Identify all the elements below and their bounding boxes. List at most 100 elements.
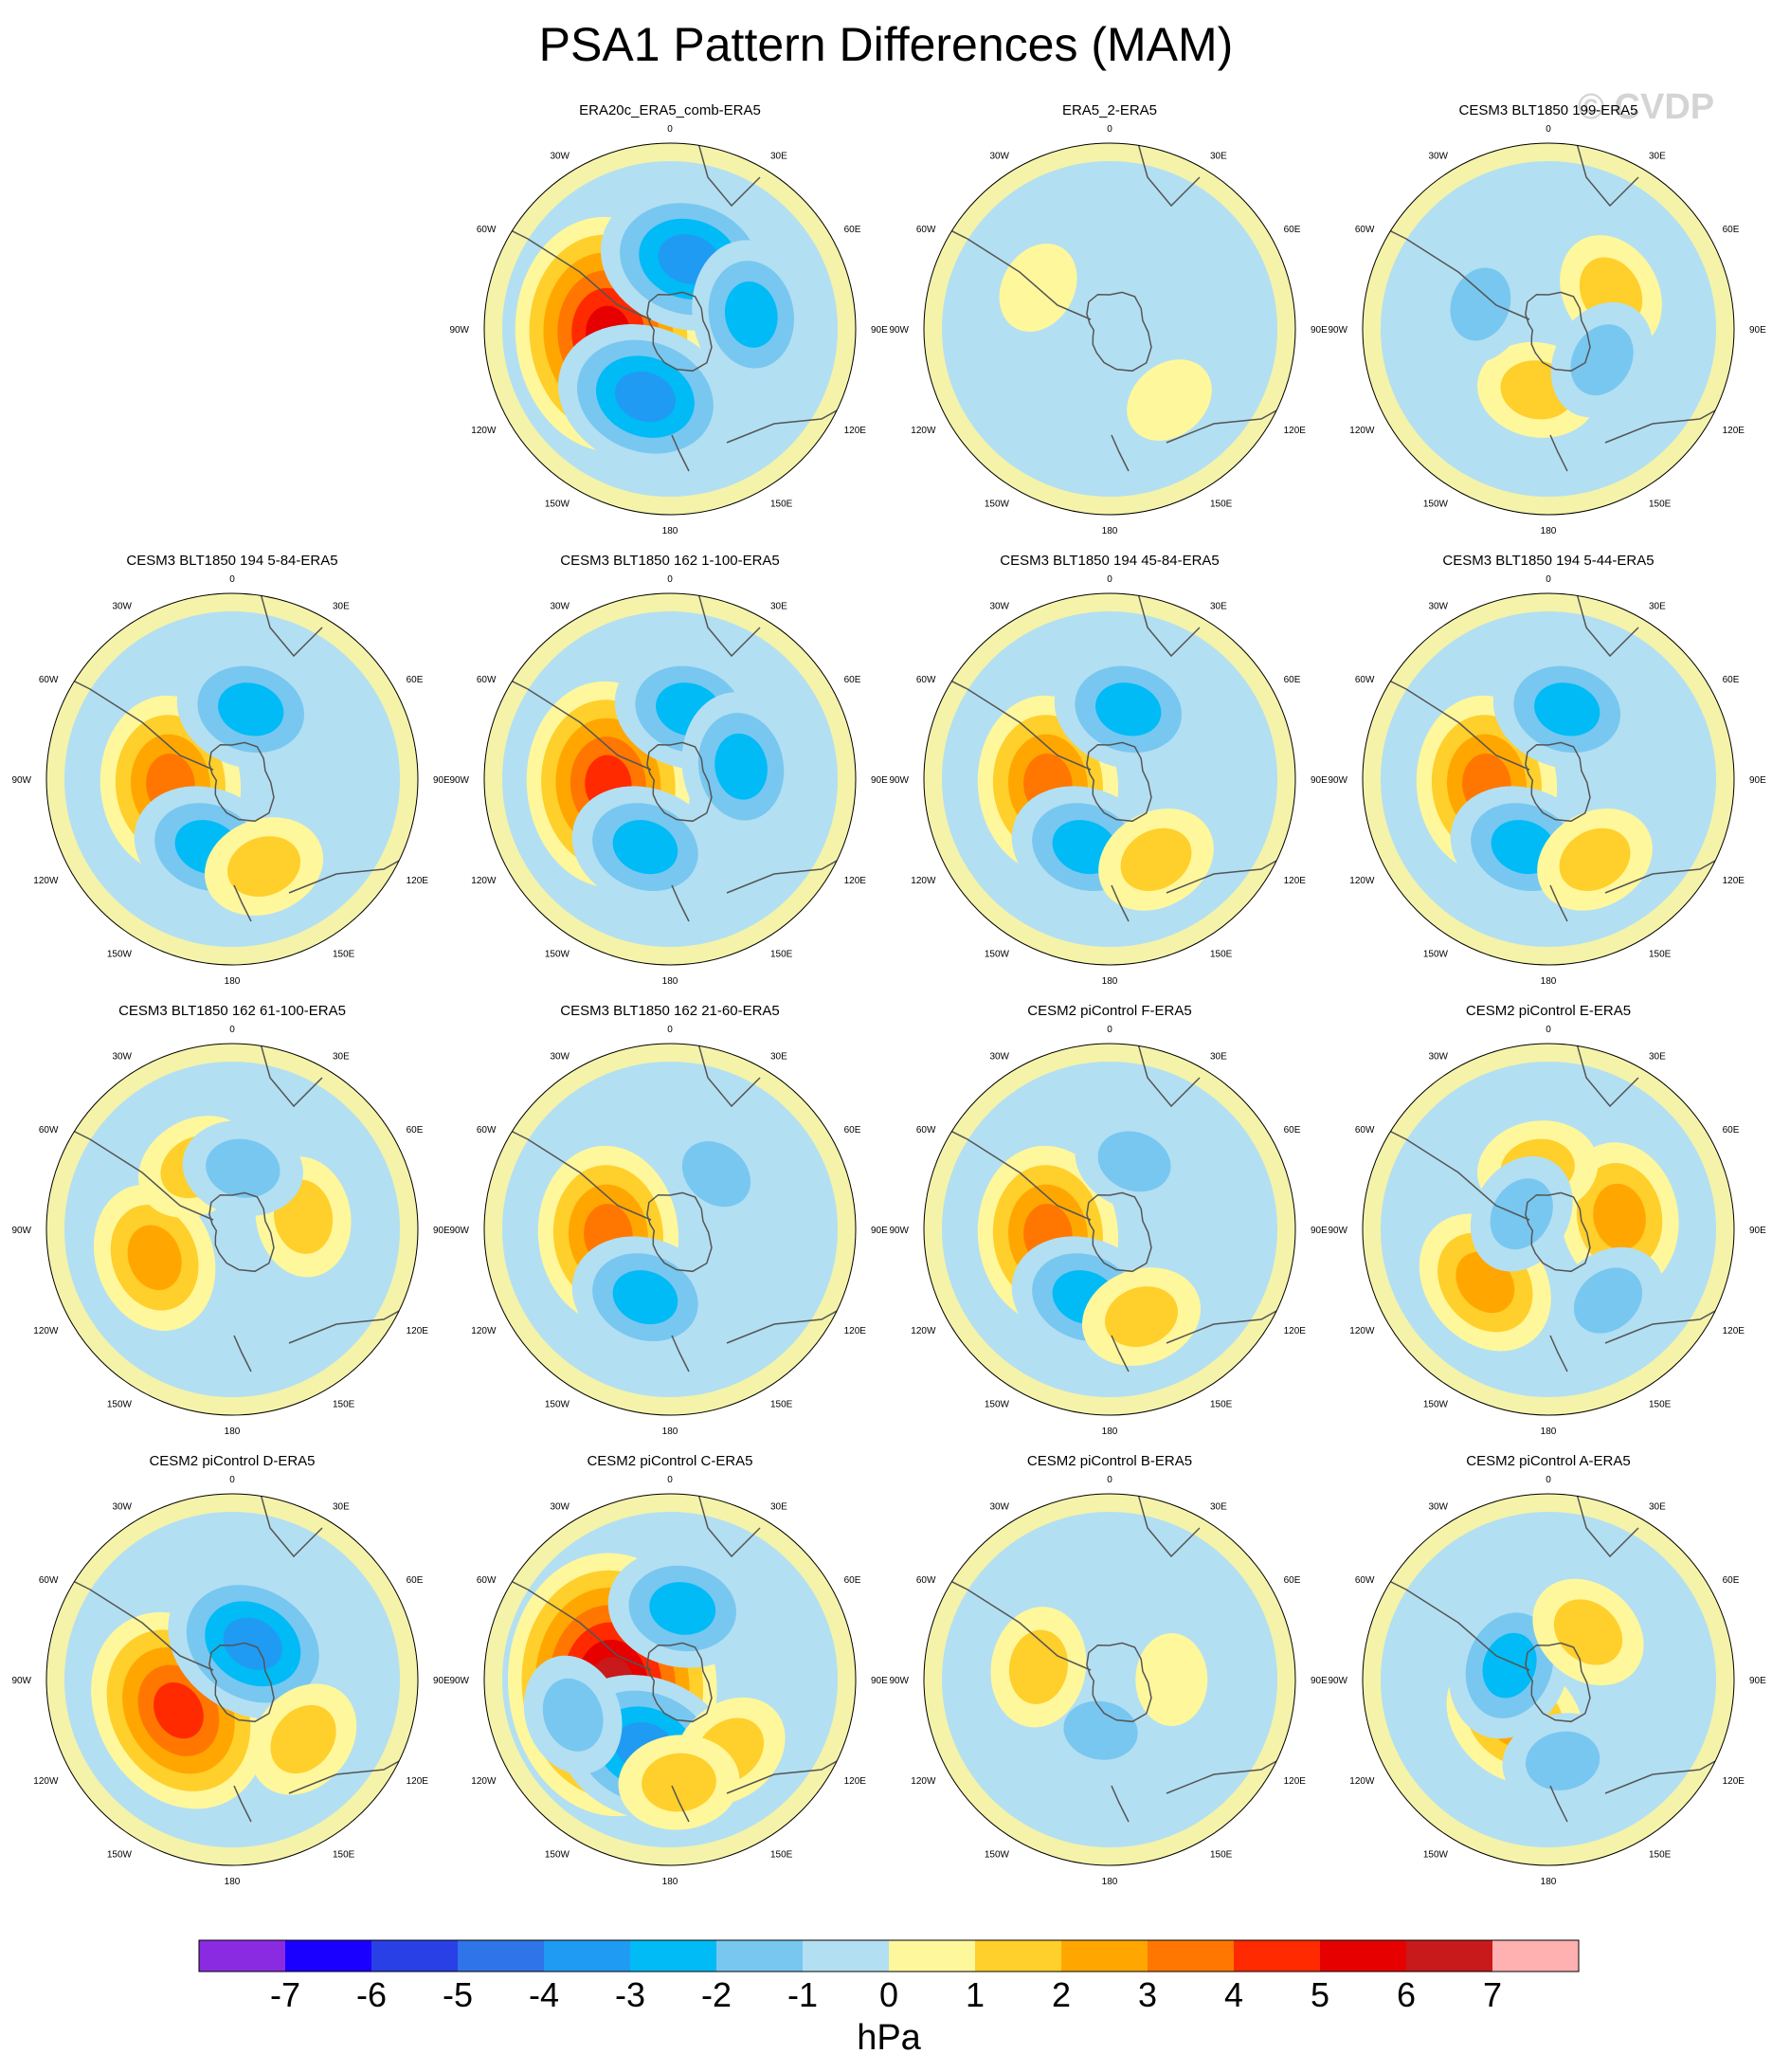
longitude-label: 60E (844, 675, 861, 685)
longitude-label: 60E (844, 1125, 861, 1136)
map-panel: CESM2 piControl A-ERA5 0 30E 60E 90E 120E 150E… (1328, 1453, 1766, 1887)
longitude-label: 120E (1723, 876, 1745, 886)
antarctica-coastline (1525, 1191, 1591, 1273)
map-frame (45, 1493, 419, 1866)
map-frame (1362, 592, 1735, 966)
panel-title: CESM2 piControl B-ERA5 (1027, 1453, 1192, 1469)
longitude-label: 150W (985, 1850, 1010, 1861)
antarctica-coastline (1525, 1642, 1591, 1723)
longitude-label: 150E (770, 500, 793, 510)
longitude-label: 30E (333, 1501, 350, 1512)
colorbar-swatch (1148, 1940, 1235, 1972)
longitude-label: 0 (1107, 1025, 1112, 1035)
africa-coastline (697, 1044, 761, 1108)
longitude-label: 0 (229, 574, 235, 585)
longitude-label: 30W (550, 151, 570, 161)
longitude-label: 120W (1349, 1326, 1375, 1336)
colorbar-tick-label: 3 (1138, 1975, 1157, 2014)
new-zealand-coastline (1111, 1785, 1130, 1823)
longitude-label: 180 (1102, 1427, 1118, 1437)
longitude-label: 180 (1541, 1427, 1557, 1437)
longitude-label: 120E (1284, 1776, 1307, 1787)
africa-coastline (1576, 593, 1639, 658)
negative-anomaly-contour (1573, 1267, 1643, 1334)
longitude-label: 60E (407, 1125, 424, 1136)
longitude-label: 30E (1649, 601, 1666, 611)
figure-title: PSA1 Pattern Differences (MAM) (538, 18, 1234, 71)
longitude-label: 180 (662, 1877, 678, 1887)
longitude-label: 150W (1423, 950, 1449, 960)
longitude-label: 60W (477, 225, 497, 235)
positive-anomaly-contour (1593, 1183, 1646, 1250)
colorbar-swatch (975, 1940, 1062, 1972)
longitude-label: 90W (449, 325, 469, 336)
map-frame (1362, 1043, 1735, 1416)
longitude-label: 120W (471, 426, 497, 436)
longitude-label: 90W (1328, 775, 1347, 786)
map-frame (45, 1043, 419, 1416)
panel-title: CESM2 piControl E-ERA5 (1466, 1003, 1631, 1019)
colorbar-tick-label: 7 (1483, 1975, 1502, 2014)
longitude-label: 120W (471, 1776, 497, 1787)
longitude-label: 90E (433, 1226, 450, 1236)
colorbar-tick-label: -5 (443, 1975, 473, 2014)
longitude-label: 150W (107, 950, 133, 960)
longitude-label: 90W (1328, 1676, 1347, 1686)
panel-title: CESM2 piControl F-ERA5 (1027, 1003, 1191, 1019)
longitude-label: 0 (667, 574, 673, 585)
longitude-label: 30W (1428, 1501, 1448, 1512)
longitude-label: 150E (770, 950, 793, 960)
colorbar-swatch (630, 1940, 717, 1972)
colorbar-swatch (716, 1940, 804, 1972)
longitude-label: 60W (39, 1575, 59, 1586)
longitude-label: 60E (407, 675, 424, 685)
longitude-label: 60E (407, 1575, 424, 1586)
africa-coastline (1137, 143, 1201, 208)
map-frame (923, 142, 1296, 516)
longitude-label: 60W (916, 1575, 936, 1586)
longitude-label: 150E (1649, 500, 1672, 510)
colorbar-swatch (285, 1940, 372, 1972)
longitude-label: 120W (911, 1776, 936, 1787)
colorbar-tick-label: 2 (1052, 1975, 1071, 2014)
longitude-label: 60W (477, 1575, 497, 1586)
longitude-label: 180 (1102, 976, 1118, 987)
colorbar-tick-label: -6 (356, 1975, 387, 2014)
longitude-label: 150E (770, 1850, 793, 1861)
positive-anomaly-contour (154, 1682, 204, 1739)
panel-title: CESM2 piControl C-ERA5 (587, 1453, 752, 1469)
longitude-label: 0 (667, 124, 673, 135)
longitude-label: 150E (1649, 1400, 1672, 1410)
negative-anomaly-contour (206, 1138, 280, 1198)
longitude-label: 180 (225, 1877, 241, 1887)
longitude-label: 90E (871, 1676, 888, 1686)
longitude-label: 30E (770, 151, 787, 161)
panel-title: CESM3 BLT1850 194 5-84-ERA5 (126, 553, 337, 569)
map-frame (483, 1043, 857, 1416)
longitude-label: 30E (1210, 601, 1227, 611)
map-frame (1362, 1493, 1735, 1866)
new-zealand-coastline (1111, 434, 1130, 472)
longitude-label: 0 (1546, 124, 1551, 135)
longitude-label: 30E (770, 1501, 787, 1512)
longitude-label: 90E (1749, 325, 1766, 336)
map-frame (923, 1493, 1296, 1866)
longitude-label: 180 (225, 976, 241, 987)
longitude-label: 90W (11, 775, 31, 786)
longitude-label: 180 (662, 1427, 678, 1437)
longitude-label: 60W (1355, 1125, 1375, 1136)
colorbar-tick-label: -1 (787, 1975, 818, 2014)
longitude-label: 150W (985, 500, 1010, 510)
map-frame (923, 1043, 1296, 1416)
panel-title: ERA20c_ERA5_comb-ERA5 (579, 102, 761, 118)
colorbar-swatch (199, 1940, 286, 1972)
longitude-label: 120W (33, 876, 59, 886)
longitude-label: 180 (662, 526, 678, 536)
longitude-label: 90E (871, 325, 888, 336)
negative-anomaly-contour (681, 1141, 751, 1208)
colorbar-tick-label: -2 (701, 1975, 732, 2014)
longitude-label: 60W (39, 1125, 59, 1136)
new-zealand-coastline (1111, 884, 1130, 922)
new-zealand-coastline (233, 1785, 252, 1823)
negative-anomaly-contour (1450, 267, 1511, 341)
